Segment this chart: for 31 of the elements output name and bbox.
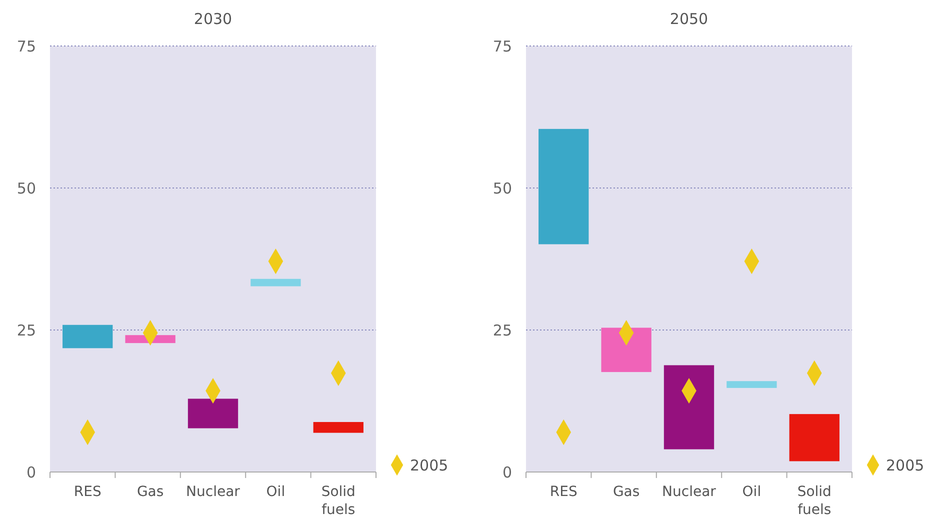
bar bbox=[538, 128, 589, 244]
bar bbox=[726, 381, 777, 388]
y-tick-label: 25 bbox=[16, 321, 36, 340]
y-tick-label: 75 bbox=[16, 37, 36, 56]
chart-title: 2050 bbox=[670, 10, 708, 28]
bar bbox=[62, 324, 113, 348]
y-tick-label: 75 bbox=[492, 37, 512, 56]
x-tick-label: Gas bbox=[136, 484, 164, 500]
x-tick-label: Nuclear bbox=[186, 484, 240, 500]
legend-label: 2005 bbox=[410, 456, 448, 474]
x-tick-label: Gas bbox=[612, 484, 640, 500]
y-tick-label: 50 bbox=[16, 179, 36, 198]
bar bbox=[601, 328, 652, 372]
x-tick-label: Solid fuels bbox=[797, 484, 832, 518]
x-tick-label: Oil bbox=[266, 484, 286, 500]
y-tick-label: 0 bbox=[502, 463, 512, 482]
y-tick-label: 50 bbox=[492, 179, 512, 198]
x-tick-label: RES bbox=[74, 484, 102, 500]
bar bbox=[188, 398, 238, 428]
bar bbox=[664, 365, 714, 450]
x-tick-label: RES bbox=[550, 484, 578, 500]
bar bbox=[250, 278, 301, 286]
y-tick-label: 0 bbox=[26, 463, 36, 482]
x-tick-label: Oil bbox=[742, 484, 762, 500]
legend-label: 2005 bbox=[886, 456, 924, 474]
bar bbox=[313, 422, 364, 433]
bar bbox=[789, 414, 840, 462]
x-tick-label: Nuclear bbox=[662, 484, 716, 500]
y-tick-label: 25 bbox=[492, 321, 512, 340]
chart-title: 2030 bbox=[194, 10, 232, 28]
x-tick-label: Solid fuels bbox=[321, 484, 356, 518]
